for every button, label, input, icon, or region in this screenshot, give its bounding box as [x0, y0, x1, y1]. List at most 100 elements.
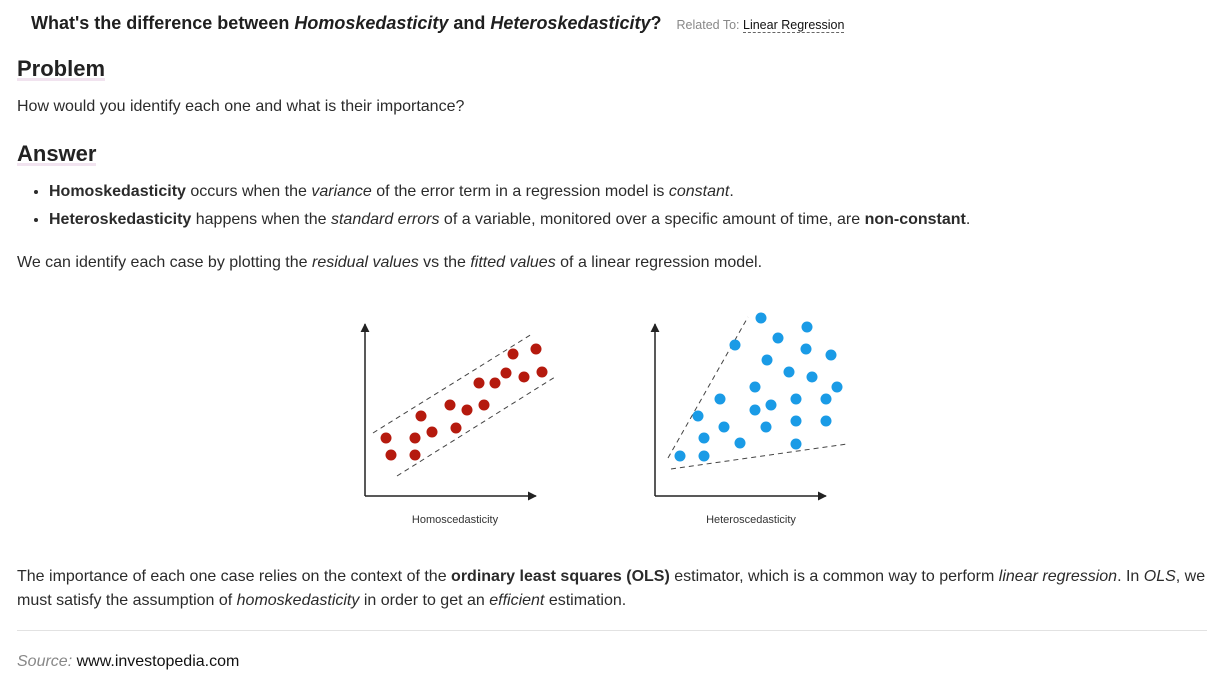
source-label: Source:: [17, 653, 73, 670]
bullet-homoskedasticity: Homoskedasticity occurs when the varianc…: [49, 182, 970, 201]
homo-caption: Homoscedasticity: [412, 514, 499, 526]
question-term2: Heteroskedasticity: [490, 13, 651, 33]
hetero-point: [800, 343, 812, 355]
importance-text6: estimation.: [544, 592, 627, 609]
bullet2-text1: happens when the: [191, 211, 331, 228]
answer-bullets: Homoskedasticity occurs when the varianc…: [17, 182, 970, 238]
homo-point: [461, 404, 473, 416]
bullet1-text1: occurs when the: [185, 183, 312, 200]
problem-heading: Problem: [17, 56, 106, 82]
bullet2-term: Heteroskedasticity: [49, 211, 192, 228]
homo-point: [444, 399, 456, 411]
homo-point: [489, 377, 501, 389]
hetero-point: [790, 438, 802, 450]
hetero-point: [749, 404, 761, 416]
homo-point: [530, 343, 542, 355]
hetero-point: [674, 450, 686, 462]
importance-text3: . In: [1117, 568, 1144, 585]
bullet-heteroskedasticity: Heteroskedasticity happens when the stan…: [49, 210, 970, 229]
heteroscedasticity-plot: Heteroscedasticity: [650, 312, 848, 526]
homo-lower-bound: [396, 376, 556, 477]
identify-text3: of a linear regression model.: [555, 254, 763, 271]
hetero-point: [790, 393, 802, 405]
hetero-point: [783, 366, 795, 378]
source-text: www.investopedia.com: [72, 653, 240, 670]
hetero-point: [755, 312, 767, 324]
homo-point: [450, 422, 462, 434]
importance-text4: , we must satisfy the assumption of: [17, 568, 1206, 609]
importance-text5: in order to get an: [359, 592, 490, 609]
homo-point: [409, 449, 421, 461]
problem-text: How would you identify each one and what…: [17, 98, 465, 115]
homo-point: [409, 432, 421, 444]
bullet1-italic2: constant: [668, 183, 730, 200]
identify-italic2: fitted values: [470, 254, 556, 271]
hetero-point: [806, 371, 818, 383]
bullet2-bold2: non-constant: [864, 211, 966, 228]
divider: [17, 630, 1207, 631]
homoscedasticity-plot: Homoscedasticity: [360, 323, 556, 526]
hetero-point: [749, 381, 761, 393]
bullet2-text2: of a variable, monitored over a specific…: [439, 211, 865, 228]
homo-point: [500, 367, 512, 379]
hetero-point: [825, 349, 837, 361]
identify-text2: vs the: [418, 254, 471, 271]
homo-point: [518, 371, 530, 383]
importance-italic4: efficient: [489, 592, 545, 609]
hetero-caption: Heteroscedasticity: [706, 514, 796, 526]
importance-text2: estimator, which is a common way to perf…: [669, 568, 999, 585]
hetero-point: [729, 339, 741, 351]
homo-upper-bound: [372, 333, 533, 434]
scedasticity-figure: Homoscedasticity Heteroscedasticity: [360, 312, 848, 526]
homo-point: [385, 449, 397, 461]
hetero-point: [698, 432, 710, 444]
question-title: What's the difference between Homoskedas…: [31, 13, 845, 34]
hetero-point: [698, 450, 710, 462]
hetero-point: [820, 393, 832, 405]
bullet2-italic1: standard errors: [330, 211, 440, 228]
identify-paragraph: We can identify each case by plotting th…: [17, 254, 762, 272]
related-link[interactable]: Linear Regression: [743, 18, 845, 33]
question-term1: Homoskedasticity: [294, 13, 449, 33]
importance-text1: The importance of each one case relies o…: [17, 568, 452, 585]
related-to: Related To: Linear Regression: [676, 18, 845, 33]
answer-heading: Answer: [17, 141, 97, 167]
question-suffix: ?: [650, 13, 662, 33]
homo-point: [507, 348, 519, 360]
importance-paragraph: The importance of each one case relies o…: [17, 565, 1213, 613]
homo-point: [478, 399, 490, 411]
source-line: Source: www.investopedia.com: [17, 653, 239, 671]
homo-point: [415, 410, 427, 422]
hetero-lower-bound: [670, 443, 848, 470]
bullet1-italic1: variance: [311, 183, 372, 200]
hetero-point: [765, 399, 777, 411]
problem-heading-text: Problem: [17, 56, 106, 81]
bullet1-text3: .: [729, 183, 734, 200]
question-and: and: [448, 13, 491, 33]
importance-italic1: linear regression: [998, 568, 1118, 585]
hetero-point: [714, 393, 726, 405]
hetero-point: [831, 381, 843, 393]
hetero-point: [692, 410, 704, 422]
homo-point: [473, 377, 485, 389]
bullet2-text3: .: [965, 211, 971, 228]
question-prefix: What's the difference between: [31, 13, 295, 33]
identify-text1: We can identify each case by plotting th…: [17, 254, 312, 271]
identify-italic1: residual values: [312, 254, 419, 271]
importance-italic2: OLS: [1143, 568, 1176, 585]
bullet1-text2: of the error term in a regression model …: [371, 183, 669, 200]
hetero-point: [801, 321, 813, 333]
importance-bold1: ordinary least squares (OLS): [451, 568, 670, 585]
hetero-points: [674, 312, 843, 462]
hetero-point: [760, 421, 772, 433]
related-label: Related To:: [676, 18, 743, 32]
hetero-point: [820, 415, 832, 427]
hetero-point: [761, 354, 773, 366]
hetero-point: [734, 437, 746, 449]
hetero-point: [772, 332, 784, 344]
importance-italic3: homoskedasticity: [236, 592, 360, 609]
bullet1-term: Homoskedasticity: [49, 183, 186, 200]
hetero-point: [718, 421, 730, 433]
homo-point: [380, 432, 392, 444]
answer-heading-text: Answer: [17, 141, 97, 166]
